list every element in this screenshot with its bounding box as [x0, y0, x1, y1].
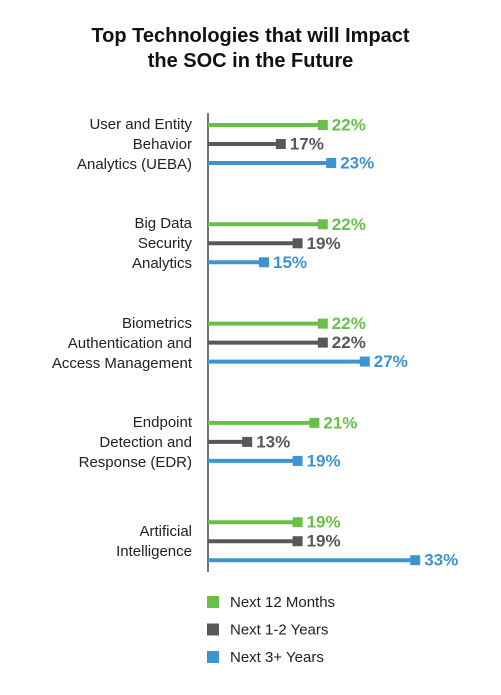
- bar-end-marker: [359, 356, 370, 367]
- legend-label: Next 1-2 Years: [230, 621, 328, 638]
- bar-end-marker: [275, 139, 286, 149]
- value-label: 19%: [307, 234, 341, 253]
- value-label: 22%: [332, 314, 366, 333]
- value-label: 19%: [307, 532, 341, 551]
- value-label: 15%: [273, 253, 307, 272]
- value-label: 21%: [323, 413, 357, 432]
- value-label: 22%: [332, 333, 366, 352]
- bar-end-marker: [292, 517, 303, 528]
- category-label: User and Entity Behavior Analytics (UEBA…: [76, 116, 192, 173]
- value-label: 22%: [332, 215, 366, 234]
- category-label: Artificial Intelligence: [116, 523, 192, 561]
- legend-label: Next 3+ Years: [230, 649, 324, 666]
- value-label: 33%: [424, 551, 458, 570]
- bar-end-marker: [317, 120, 328, 130]
- bar-end-marker: [292, 238, 303, 249]
- bar-end-marker: [242, 436, 253, 447]
- value-label: 13%: [256, 432, 290, 451]
- value-label: 19%: [307, 451, 341, 470]
- category-label: Biometrics Authentication and Access Man…: [51, 314, 192, 372]
- bar-end-marker: [317, 337, 328, 348]
- legend-label: Next 12 Months: [230, 594, 335, 611]
- value-label: 27%: [374, 352, 408, 371]
- value-label: 17%: [290, 134, 324, 153]
- legend-swatch: [207, 596, 219, 608]
- value-label: 19%: [307, 513, 341, 532]
- value-label: 23%: [340, 153, 374, 172]
- bar-end-marker: [292, 455, 303, 466]
- bar-end-marker: [309, 417, 320, 428]
- chart-title: Top Technologies that will Impact the SO…: [91, 25, 410, 72]
- bar-end-marker: [259, 257, 269, 268]
- bar-end-marker: [326, 158, 337, 168]
- bar-end-marker: [317, 219, 328, 230]
- bar-end-marker: [292, 536, 303, 547]
- bar-end-marker: [410, 555, 421, 566]
- value-label: 22%: [332, 115, 366, 134]
- legend-swatch: [207, 623, 219, 636]
- bar-end-marker: [317, 318, 328, 329]
- legend-swatch: [207, 651, 219, 663]
- category-label: Big Data Security Analytics: [131, 215, 192, 273]
- category-label: Endpoint Detection and Response (EDR): [78, 413, 192, 471]
